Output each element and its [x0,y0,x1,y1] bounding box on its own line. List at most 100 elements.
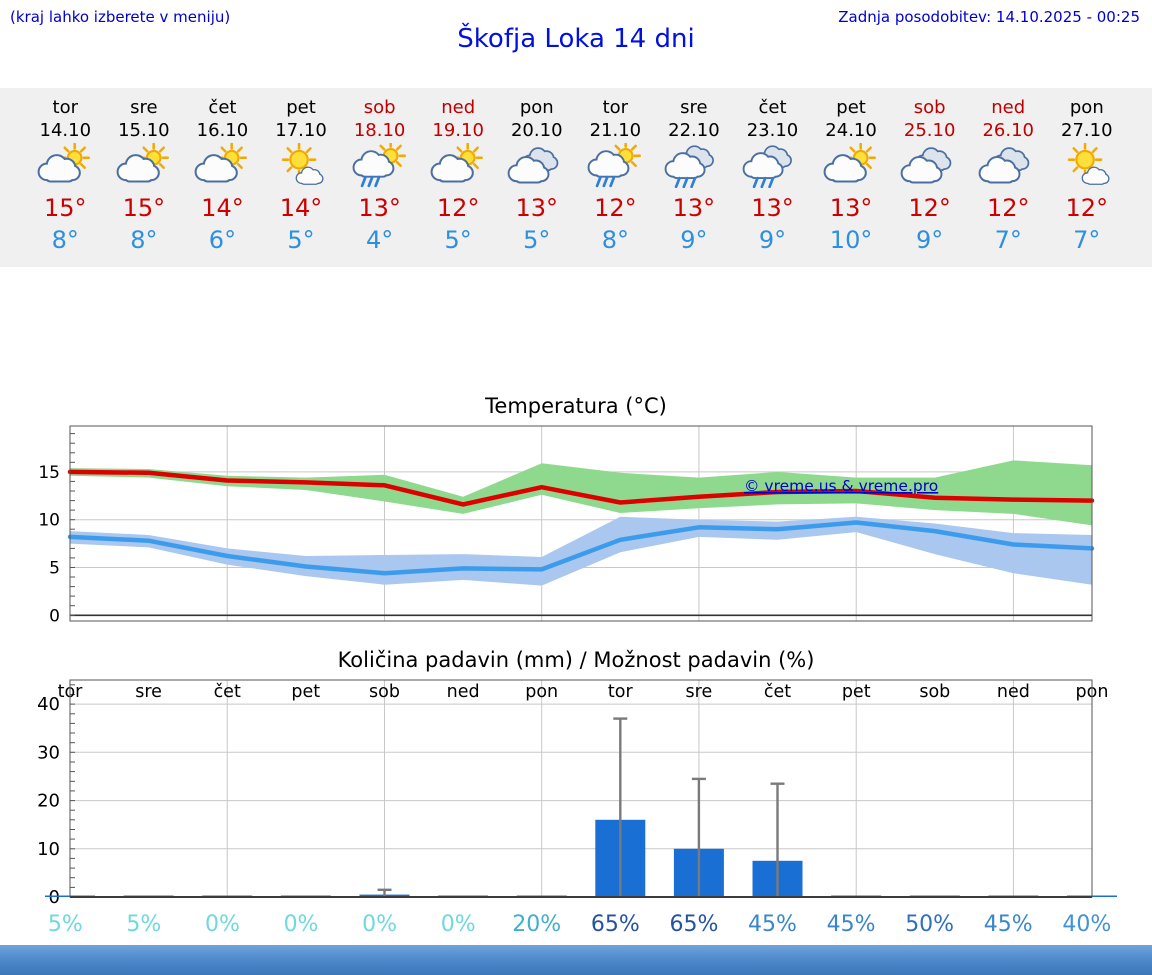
precip-probability: 50% [905,911,955,937]
temperature-chart: 0 5 10 15 © vreme.us & vreme.pro [0,421,1152,627]
footer-bar [0,945,1152,975]
day-name: sob [913,97,946,118]
high-temperature: 12° [1065,194,1109,223]
low-temperature: 9° [758,225,787,254]
precipitation-probability-row: 5% 5% 0% 0% 0% 0% 20% 65% 65% 45% 45% 50% 45% 40% [26,907,1126,941]
low-temperature: 4° [365,225,394,254]
weather-icon-cell [340,140,419,195]
precip-probability: 0% [362,911,398,937]
low-temperature: 5° [287,225,315,254]
day-name: tor [52,97,79,118]
day-date: 19.10 [432,119,484,141]
high-temperature: 13° [358,194,401,223]
precip-day-label: pet [291,682,320,702]
precip-day-label: pon [525,682,558,702]
day-name: pon [1069,97,1104,118]
sun-rain-icon [587,140,642,188]
low-temperature: 7° [994,225,1022,254]
day-date: 21.10 [589,119,642,141]
last-update-text: Zadnja posodobitev: 14.10.2025 - 00:25 [838,8,1140,26]
day-name: sre [680,97,708,118]
svg-text:5: 5 [49,559,60,579]
precip-probability: 65% [669,911,719,937]
day-name: pon [519,97,554,118]
cloudy-icon [507,147,559,184]
high-temperature: 13° [751,194,794,223]
forecast-day-strip: tor 14.10 15° 8° sre 15.10 15° 8° čet 16.10 14° 6° p… [0,88,1152,268]
precip-probability: 0% [283,911,319,937]
precip-day-label: sre [686,682,713,702]
partly-cloudy-icon [116,142,169,183]
svg-text:20: 20 [37,791,60,812]
day-column: sob 18.10 13° 4° [340,97,419,254]
day-name: sre [130,97,158,118]
day-date: 25.10 [903,119,956,141]
precip-day-label: sre [135,682,162,702]
day-column: pet 24.10 13° 10° [812,97,891,254]
weather-icon-cell [812,142,891,195]
day-date: 20.10 [510,119,563,141]
low-temperature: 9° [680,225,708,254]
low-temperature: 5° [523,225,551,254]
day-name: pet [286,97,316,118]
precip-day-label: pet [842,682,871,702]
day-date: 26.10 [982,119,1034,141]
high-temperature: 13° [829,194,873,223]
spacer [0,627,1152,645]
high-temperature: 13° [515,194,559,223]
precip-probability: 40% [1062,911,1112,937]
precip-probability: 45% [826,911,876,937]
low-temperature: 7° [1073,225,1101,254]
sun-rain-icon [352,140,406,188]
svg-text:30: 30 [37,742,60,763]
rain-icon [664,145,714,189]
precip-day-label: ned [997,682,1030,702]
day-name: sob [363,97,396,118]
watermark-link[interactable]: © vreme.us & vreme.pro [744,477,938,495]
low-temperature: 5° [444,225,472,254]
precip-day-label: čet [764,682,791,702]
temperature-chart-title: Temperatura (°C) [485,394,667,419]
partly-cloudy-icon [823,142,877,183]
low-temperature: 10° [829,225,873,254]
cloudy-icon [978,147,1030,184]
day-date: 16.10 [196,119,249,141]
high-temperature: 15° [44,194,87,223]
high-temperature: 12° [594,194,637,223]
day-column: pon 27.10 12° 7° [1048,97,1127,254]
page-header: (kraj lahko izberete v meniju) Zadnja po… [0,0,1152,88]
precip-probability: 0% [440,911,476,937]
partly-cloudy-icon [430,142,484,183]
weather-icon-cell [105,142,184,195]
partly-cloudy-icon [195,142,248,183]
day-name: čet [758,97,787,118]
weather-icon-cell [419,142,498,195]
precipitation-chart: 0 10 20 30 40 tor sre čet pet sob ned pon tor sre čet p… [0,675,1152,905]
precip-day-label: ned [447,682,480,702]
weather-icon-cell [655,143,734,195]
page-title: Škofja Loka 14 dni [457,24,695,54]
weather-icon-cell [969,143,1048,195]
svg-text:10: 10 [37,839,60,860]
day-date: 17.10 [275,119,327,141]
weather-icon-cell [576,140,655,195]
high-temperature: 14° [279,194,323,223]
low-temperature: 8° [51,225,79,254]
high-temperature: 13° [672,194,716,223]
day-date: 14.10 [39,119,92,141]
precip-probability: 0% [204,911,240,937]
day-date: 15.10 [118,119,170,141]
day-name: pet [836,97,866,118]
day-column: čet 23.10 13° 9° [733,97,812,254]
day-date: 24.10 [825,119,877,141]
day-column: pon 20.10 13° 5° [497,97,576,254]
weather-icon-cell [183,142,262,195]
precipitation-chart-title: Količina padavin (mm) / Možnost padavin … [337,648,815,673]
svg-text:40: 40 [37,694,60,715]
day-column: čet 16.10 14° 6° [183,97,262,253]
mostly-sunny-icon [281,142,324,186]
day-date: 27.10 [1061,119,1113,141]
high-temperature: 12° [908,194,951,223]
day-column: tor 21.10 12° 8° [576,97,655,253]
day-name: tor [602,97,629,118]
